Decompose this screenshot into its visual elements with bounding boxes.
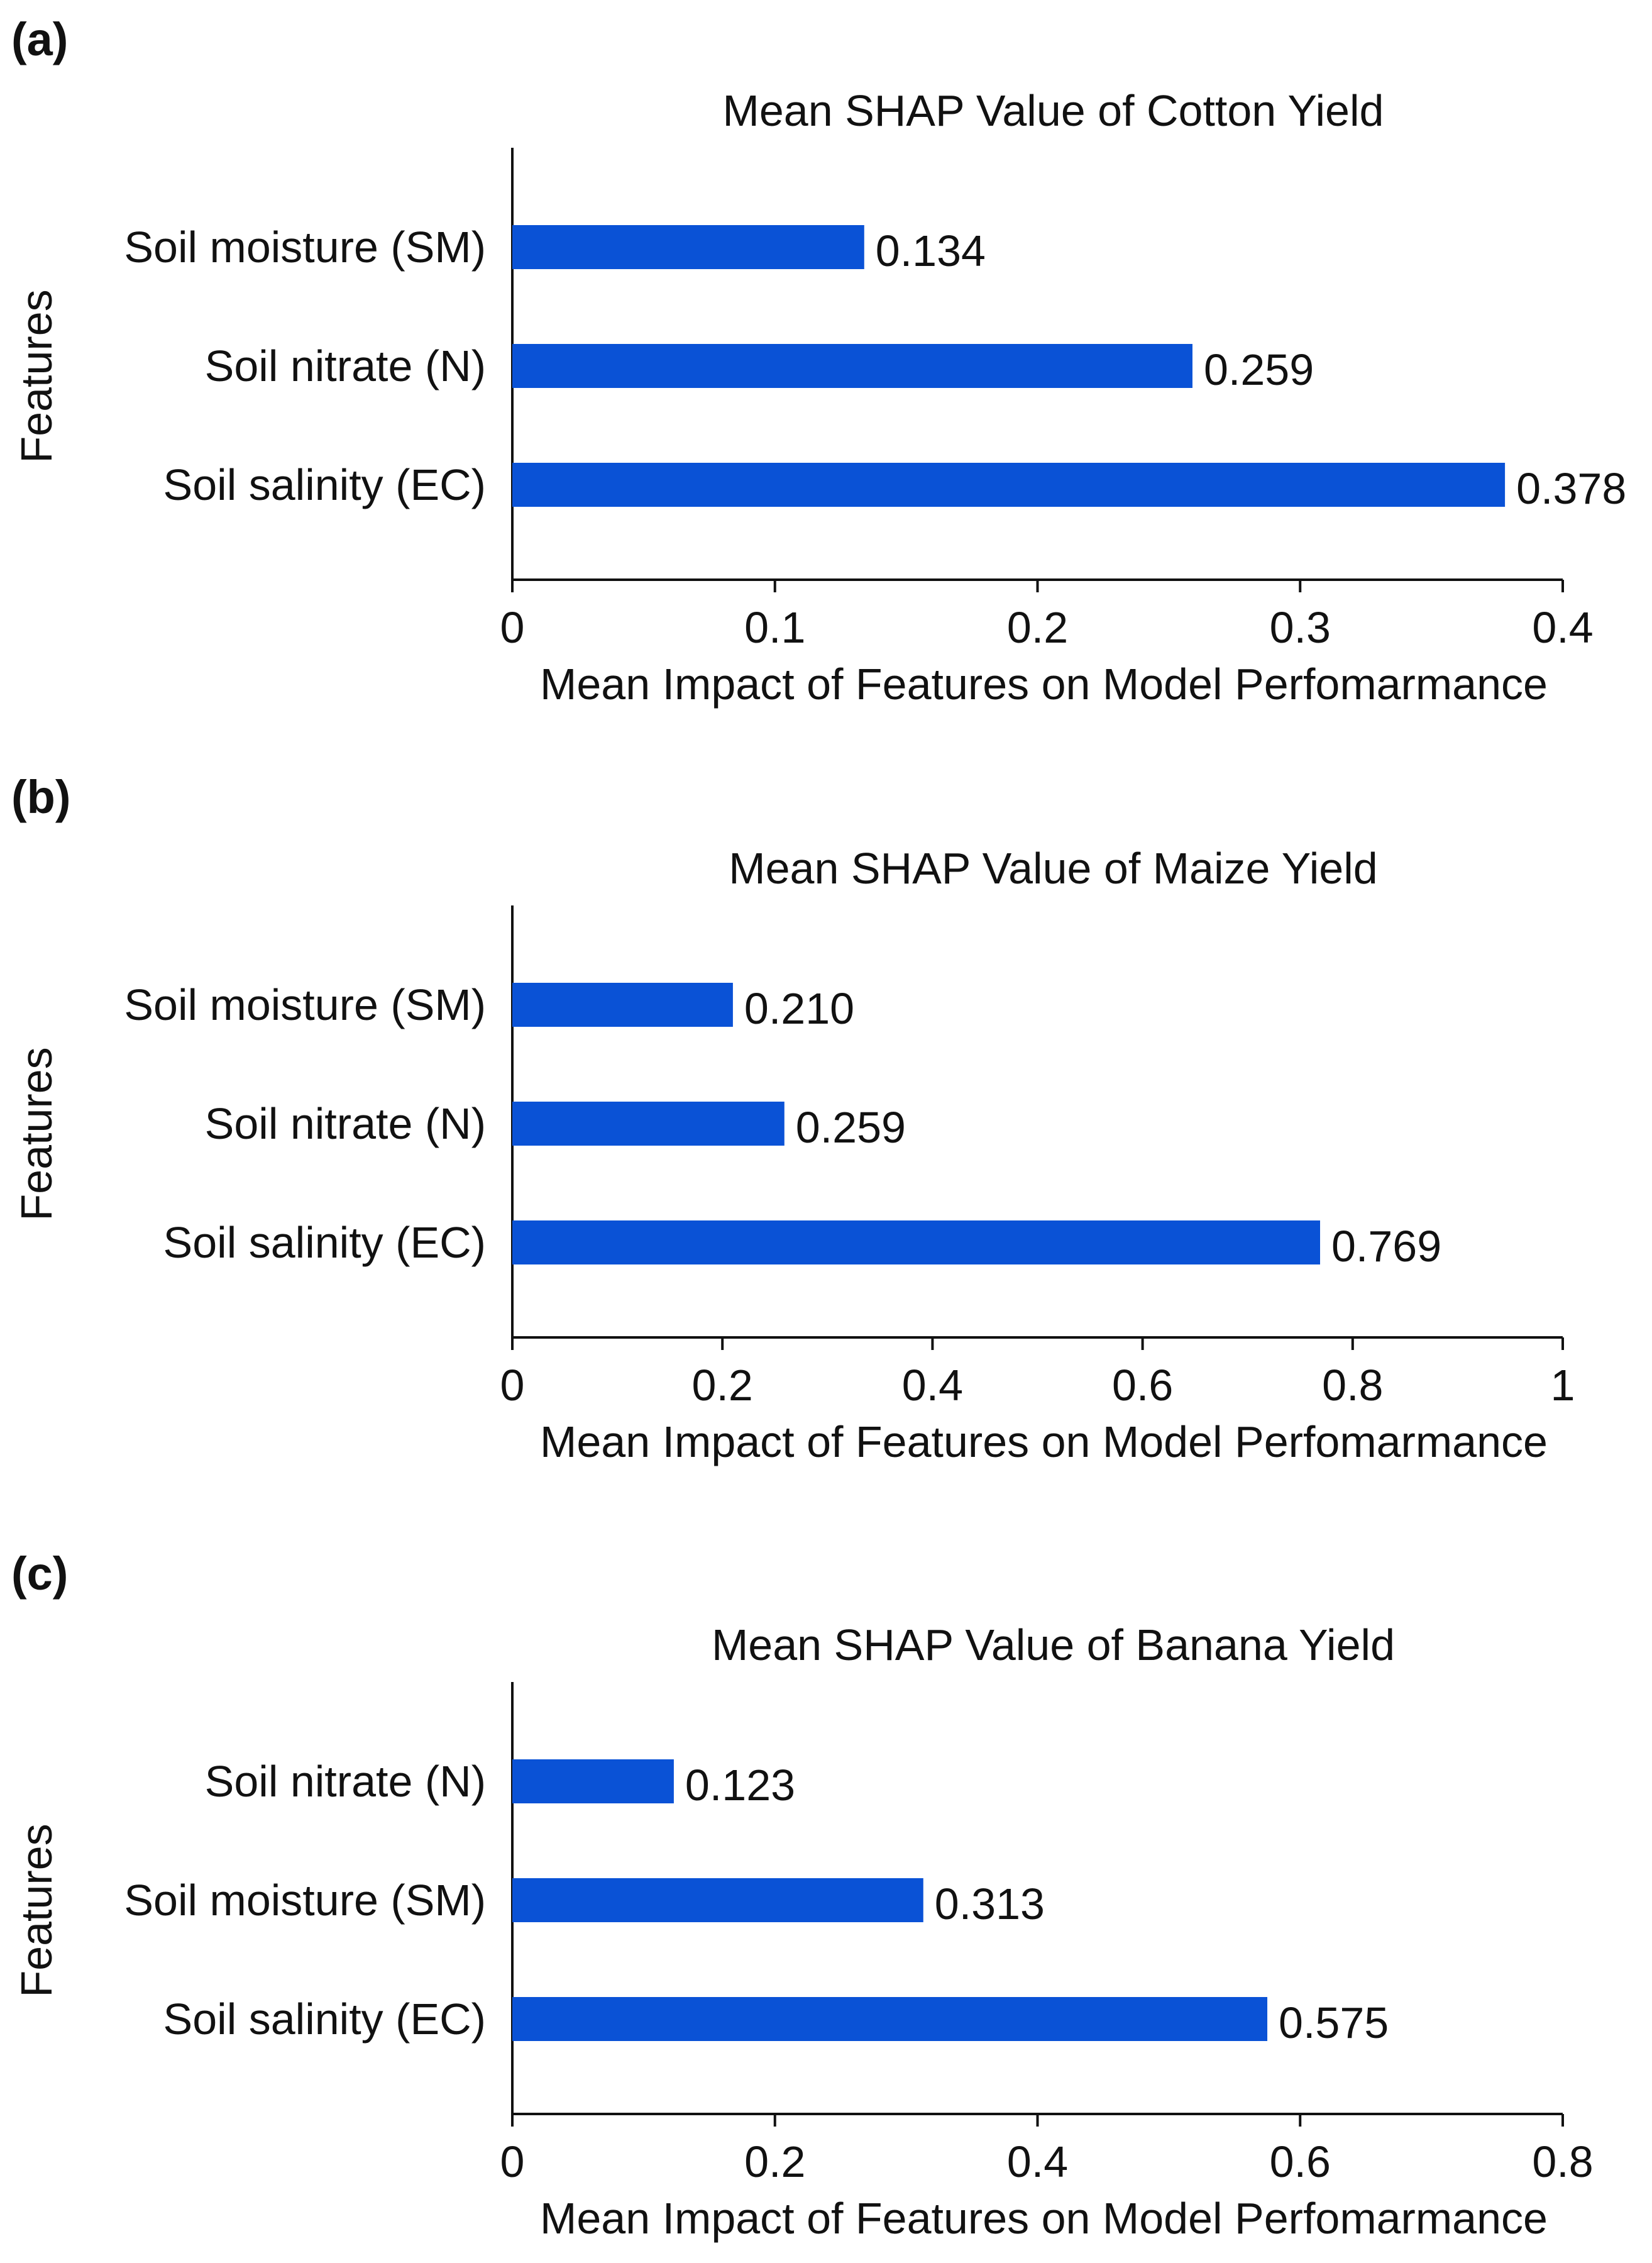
bar — [512, 1759, 674, 1803]
x-tick-label: 0.3 — [1270, 603, 1331, 652]
panel-label: (c) — [11, 1547, 68, 1600]
x-tick-label: 0.2 — [744, 2137, 805, 2186]
value-label: 0.259 — [1204, 345, 1314, 394]
bar — [512, 983, 733, 1027]
x-tick-label: 0 — [500, 603, 525, 652]
x-tick-label: 1 — [1551, 1361, 1575, 1410]
value-label: 0.210 — [744, 984, 854, 1033]
bar — [512, 1102, 785, 1146]
y-axis-label: Features — [12, 1823, 61, 1997]
value-label: 0.769 — [1331, 1222, 1441, 1271]
value-label: 0.134 — [876, 226, 986, 275]
bar — [512, 1220, 1320, 1264]
bar — [512, 225, 864, 269]
x-tick-label: 0.6 — [1270, 2137, 1331, 2186]
category-label: Soil salinity (EC) — [163, 1218, 486, 1267]
x-tick-label: 0.4 — [1532, 603, 1593, 652]
category-label: Soil moisture (SM) — [124, 223, 486, 272]
bar — [512, 1997, 1268, 2041]
value-label: 0.123 — [685, 1761, 795, 1810]
bar — [512, 344, 1192, 388]
value-label: 0.259 — [796, 1103, 906, 1152]
x-tick-label: 0 — [500, 1361, 525, 1410]
x-tick-label: 0.6 — [1112, 1361, 1173, 1410]
value-label: 0.575 — [1279, 1998, 1389, 2047]
chart-panel-2: (b) Mean SHAP Value of Maize Yield Feature… — [11, 771, 1575, 1466]
category-label: Soil moisture (SM) — [124, 980, 486, 1029]
x-axis-label: Mean Impact of Features on Model Perfoma… — [540, 2194, 1548, 2243]
bar — [512, 463, 1506, 507]
category-label: Soil nitrate (N) — [205, 1099, 486, 1148]
chart-title: Mean SHAP Value of Cotton Yield — [723, 86, 1384, 135]
chart-panel-3: (c) Mean SHAP Value of Banana Yield Featur… — [11, 1547, 1594, 2243]
panel-label: (b) — [11, 771, 71, 823]
bar — [512, 1878, 923, 1922]
x-tick-label: 0.8 — [1322, 1361, 1383, 1410]
chart-panel-1: (a) Mean SHAP Value of Cotton Yield Featur… — [11, 13, 1626, 709]
category-label: Soil salinity (EC) — [163, 460, 486, 509]
category-label: Soil moisture (SM) — [124, 1876, 486, 1925]
chart-title: Mean SHAP Value of Banana Yield — [712, 1620, 1395, 1669]
chart-title: Mean SHAP Value of Maize Yield — [729, 844, 1377, 893]
x-tick-label: 0.8 — [1532, 2137, 1593, 2186]
value-label: 0.378 — [1516, 464, 1626, 513]
category-label: Soil nitrate (N) — [205, 341, 486, 390]
x-axis-label: Mean Impact of Features on Model Perfoma… — [540, 660, 1548, 709]
x-tick-label: 0 — [500, 2137, 525, 2186]
category-label: Soil nitrate (N) — [205, 1757, 486, 1806]
y-axis-label: Features — [12, 289, 61, 463]
y-axis-label: Features — [12, 1047, 61, 1220]
x-tick-label: 0.2 — [1007, 603, 1068, 652]
category-label: Soil salinity (EC) — [163, 1995, 486, 2044]
x-axis-label: Mean Impact of Features on Model Perfoma… — [540, 1417, 1548, 1466]
x-tick-label: 0.4 — [1007, 2137, 1068, 2186]
x-tick-label: 0.1 — [744, 603, 805, 652]
value-label: 0.313 — [935, 1879, 1045, 1928]
panel-label: (a) — [11, 13, 68, 65]
x-tick-label: 0.2 — [692, 1361, 753, 1410]
x-tick-label: 0.4 — [902, 1361, 963, 1410]
